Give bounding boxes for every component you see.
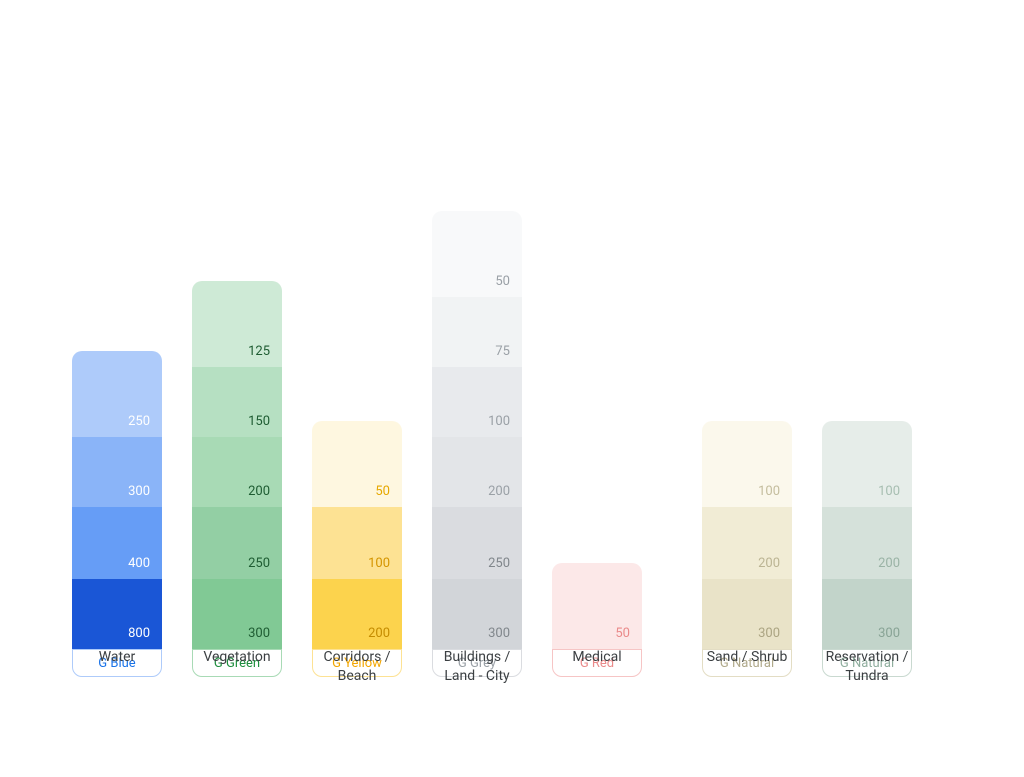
swatch-value: 150 xyxy=(248,414,270,429)
swatch-value: 125 xyxy=(248,344,270,359)
palette-swatch: 200 xyxy=(432,437,522,507)
palette-swatch: 50 xyxy=(312,421,402,507)
swatch-value: 200 xyxy=(758,556,780,571)
category-label: Reservation / Tundra xyxy=(822,648,912,686)
palette-stack: 100 200 300 xyxy=(702,421,792,649)
palette-swatch: 100 xyxy=(432,367,522,437)
category-label: Water xyxy=(72,648,162,686)
palette-swatch: 300 xyxy=(192,579,282,649)
palette-stack: 250 300 400 800 xyxy=(72,351,162,649)
palette-swatch: 100 xyxy=(822,421,912,507)
palette-column-corridors: 50100200G Yellow xyxy=(312,421,402,677)
category-label: Sand / Shrub xyxy=(702,648,792,686)
swatch-value: 200 xyxy=(368,626,390,641)
swatch-value: 100 xyxy=(368,556,390,571)
palette-swatch: 400 xyxy=(72,507,162,579)
swatch-value: 300 xyxy=(758,626,780,641)
palette-chart: 250300400800G Blue125150200250300G Green… xyxy=(0,117,1024,677)
palette-swatch: 800 xyxy=(72,579,162,649)
swatch-value: 800 xyxy=(128,626,150,641)
palette-column-water: 250300400800G Blue xyxy=(72,351,162,677)
swatch-value: 300 xyxy=(128,484,150,499)
palette-swatch: 300 xyxy=(72,437,162,507)
palette-swatch: 75 xyxy=(432,297,522,367)
category-label: Vegetation xyxy=(192,648,282,686)
palette-swatch: 200 xyxy=(702,507,792,579)
palette-swatch: 250 xyxy=(72,351,162,437)
swatch-value: 50 xyxy=(375,484,390,499)
swatch-value: 300 xyxy=(248,626,270,641)
swatch-value: 100 xyxy=(488,414,510,429)
category-label: Medical xyxy=(552,648,642,686)
palette-stack: 50 xyxy=(552,563,642,649)
swatch-value: 300 xyxy=(878,626,900,641)
palette-stack: 125 150 200 250 300 xyxy=(192,281,282,649)
palette-stack: 50 100 200 xyxy=(312,421,402,649)
swatch-value: 200 xyxy=(878,556,900,571)
swatch-value: 400 xyxy=(128,556,150,571)
category-label: Corridors / Beach xyxy=(312,648,402,686)
palette-column-reservation: 100200300G Natural xyxy=(822,421,912,677)
palette-swatch: 50 xyxy=(432,211,522,297)
swatch-value: 250 xyxy=(488,556,510,571)
palette-swatch: 125 xyxy=(192,281,282,367)
swatch-value: 50 xyxy=(495,274,510,289)
swatch-value: 75 xyxy=(495,344,510,359)
palette-swatch: 150 xyxy=(192,367,282,437)
category-label-row: Water Vegetation Corridors / Beach Building… xyxy=(0,648,1024,686)
category-label: Buildings / Land - City xyxy=(432,648,522,686)
palette-swatch: 300 xyxy=(432,579,522,649)
palette-column-sand: 100200300G Natural xyxy=(702,421,792,677)
palette-swatch: 250 xyxy=(432,507,522,579)
palette-stack: 100 200 300 xyxy=(822,421,912,649)
swatch-value: 300 xyxy=(488,626,510,641)
palette-swatch: 50 xyxy=(552,563,642,649)
swatch-value: 100 xyxy=(758,484,780,499)
swatch-value: 50 xyxy=(615,626,630,641)
palette-swatch: 200 xyxy=(192,437,282,507)
swatch-value: 200 xyxy=(248,484,270,499)
swatch-value: 250 xyxy=(128,414,150,429)
palette-swatch: 200 xyxy=(312,579,402,649)
swatch-value: 100 xyxy=(878,484,900,499)
palette-column-buildings: 5075100200250300G Grey xyxy=(432,211,522,677)
palette-swatch: 300 xyxy=(822,579,912,649)
palette-stack: 50 75 100 200 250 300 xyxy=(432,211,522,649)
palette-swatch: 250 xyxy=(192,507,282,579)
swatch-value: 250 xyxy=(248,556,270,571)
swatch-value: 200 xyxy=(488,484,510,499)
palette-swatch: 100 xyxy=(312,507,402,579)
palette-swatch: 100 xyxy=(702,421,792,507)
palette-column-vegetation: 125150200250300G Green xyxy=(192,281,282,677)
palette-swatch: 200 xyxy=(822,507,912,579)
palette-swatch: 300 xyxy=(702,579,792,649)
